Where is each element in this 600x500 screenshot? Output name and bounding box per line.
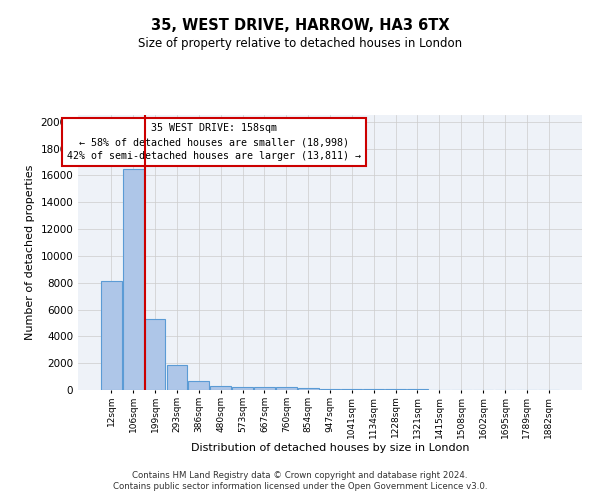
Bar	[320, 388, 340, 390]
Bar	[232, 387, 253, 390]
Text: Contains public sector information licensed under the Open Government Licence v3: Contains public sector information licen…	[113, 482, 487, 491]
Bar	[123, 168, 143, 390]
Text: Size of property relative to detached houses in London: Size of property relative to detached ho…	[138, 38, 462, 51]
Bar	[210, 386, 231, 390]
Bar	[341, 389, 362, 390]
Text: 35, WEST DRIVE, HARROW, HA3 6TX: 35, WEST DRIVE, HARROW, HA3 6TX	[151, 18, 449, 32]
Text: Contains HM Land Registry data © Crown copyright and database right 2024.: Contains HM Land Registry data © Crown c…	[132, 471, 468, 480]
Bar	[364, 389, 384, 390]
X-axis label: Distribution of detached houses by size in London: Distribution of detached houses by size …	[191, 443, 469, 453]
Bar	[188, 380, 209, 390]
Bar	[254, 388, 275, 390]
Y-axis label: Number of detached properties: Number of detached properties	[25, 165, 35, 340]
Bar	[101, 282, 122, 390]
Text: 35 WEST DRIVE: 158sqm
← 58% of detached houses are smaller (18,998)
42% of semi-: 35 WEST DRIVE: 158sqm ← 58% of detached …	[67, 123, 361, 161]
Bar	[167, 365, 187, 390]
Bar	[276, 388, 296, 390]
Bar	[298, 388, 319, 390]
Bar	[145, 319, 166, 390]
